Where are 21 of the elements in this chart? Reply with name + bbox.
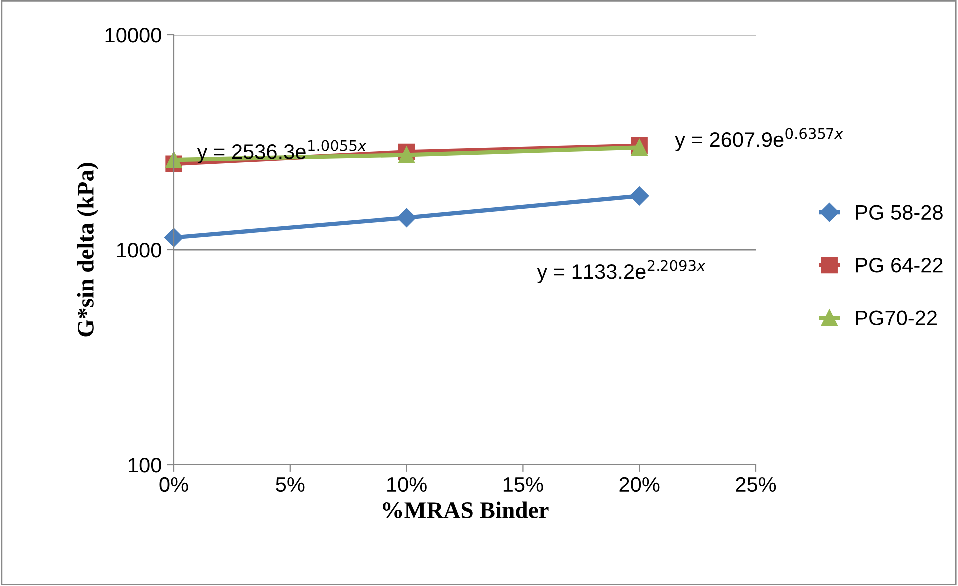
legend-label: PG 58-28 <box>856 205 943 220</box>
point <box>398 146 416 164</box>
x-tick-label: 20% <box>620 477 660 492</box>
point <box>630 186 650 206</box>
y-tick-label: 10000 <box>106 28 162 43</box>
x-tick-label: 15% <box>504 477 544 492</box>
point <box>164 228 184 248</box>
annotation: y = 1133.2e$^{2.2093x}$ <box>537 260 706 284</box>
point <box>397 208 416 228</box>
x-tick-label: 10% <box>388 477 427 492</box>
annotation: y = 2607.9e$^{0.6357x}$ <box>675 128 844 152</box>
y-tick-label: 100 <box>129 458 162 473</box>
point <box>166 152 182 168</box>
legend-label: PG 64-22 <box>856 258 943 273</box>
x-tick-label: 25% <box>736 477 776 492</box>
x-tick-label: 5% <box>276 477 305 492</box>
y-tick-label: 1000 <box>117 243 162 258</box>
legend-label: PG70-22 <box>856 310 937 326</box>
x-axis-title: %MRAS Binder <box>383 502 549 518</box>
y-axis-title: G*sin delta (kPa) <box>77 163 99 337</box>
x-tick-label: 0% <box>160 477 188 492</box>
